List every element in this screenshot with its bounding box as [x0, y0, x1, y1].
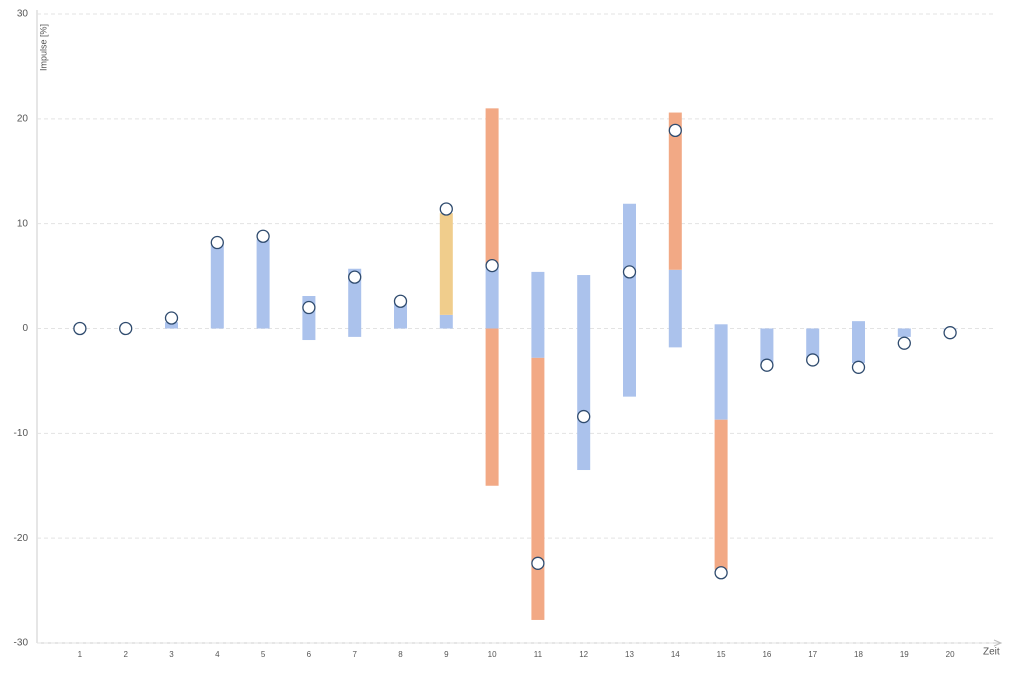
- point: [806, 353, 820, 367]
- point: [531, 556, 545, 570]
- point: [73, 321, 87, 336]
- range-bar: [485, 265, 499, 329]
- point: [760, 358, 774, 372]
- point: [210, 235, 224, 250]
- range-bar: [348, 268, 362, 337]
- point: [943, 326, 957, 340]
- range-bar: [897, 328, 911, 337]
- range-bar: [210, 244, 224, 329]
- range-bar: [760, 328, 774, 364]
- x-tick-label: 2: [123, 650, 128, 659]
- range-bar: [668, 269, 682, 348]
- point: [714, 566, 728, 580]
- y-tick-label: -30: [14, 638, 29, 649]
- range-bar: [531, 271, 545, 358]
- point: [302, 300, 316, 315]
- point: [897, 336, 911, 350]
- point: [393, 294, 408, 308]
- range-bar: [852, 321, 865, 364]
- range-bar: [714, 419, 728, 570]
- range-bar: [439, 314, 453, 329]
- x-tick-label: 12: [579, 650, 588, 659]
- point: [577, 409, 591, 424]
- point: [668, 123, 682, 138]
- range-bar: [485, 328, 499, 486]
- y-tick-label: -20: [14, 533, 29, 544]
- y-tick-label: 10: [17, 218, 29, 229]
- x-tick-label: 20: [946, 650, 955, 659]
- x-tick-label: 9: [444, 650, 449, 659]
- x-axis-label: Zeit: [983, 647, 1000, 658]
- x-tick-label: 16: [762, 650, 771, 659]
- range-bar: [256, 239, 270, 329]
- x-tick-label: 19: [900, 650, 909, 659]
- x-tick-label: 17: [808, 650, 817, 659]
- x-axis-arrow: [993, 639, 1003, 647]
- range-bar: [577, 275, 591, 471]
- range-bar: [394, 302, 407, 329]
- range-bar: [531, 357, 545, 620]
- point: [851, 360, 866, 374]
- range-bar: [668, 112, 682, 270]
- x-tick-label: 6: [307, 650, 312, 659]
- range-bar: [714, 324, 728, 420]
- point: [485, 258, 499, 273]
- point: [119, 321, 133, 336]
- y-tick-label: 30: [17, 9, 29, 20]
- x-tick-label: 4: [215, 650, 220, 659]
- x-tick-label: 15: [717, 650, 726, 659]
- x-tick-label: 8: [398, 650, 403, 659]
- y-tick-label: 0: [22, 323, 28, 334]
- range-bar: [623, 203, 636, 397]
- x-tick-label: 1: [78, 650, 83, 659]
- point: [256, 229, 270, 243]
- x-tick-label: 3: [169, 650, 174, 659]
- range-bar: [439, 213, 453, 315]
- x-tick-label: 14: [671, 650, 680, 659]
- x-tick-label: 7: [352, 650, 357, 659]
- x-tick-label: 13: [625, 650, 634, 659]
- x-tick-label: 10: [488, 650, 497, 659]
- y-tick-label: -10: [14, 428, 29, 439]
- y-tick-label: 20: [17, 113, 29, 124]
- range-bar: [806, 328, 820, 358]
- x-tick-label: 11: [534, 650, 543, 659]
- range-bar: [485, 108, 499, 266]
- point: [164, 311, 179, 325]
- point: [439, 202, 453, 216]
- x-tick-label: 5: [261, 650, 266, 659]
- point: [622, 265, 637, 279]
- x-tick-label: 18: [854, 650, 863, 659]
- range-bar: [165, 322, 178, 329]
- y-axis-label: Impulse [%]: [38, 24, 48, 71]
- point: [348, 270, 362, 284]
